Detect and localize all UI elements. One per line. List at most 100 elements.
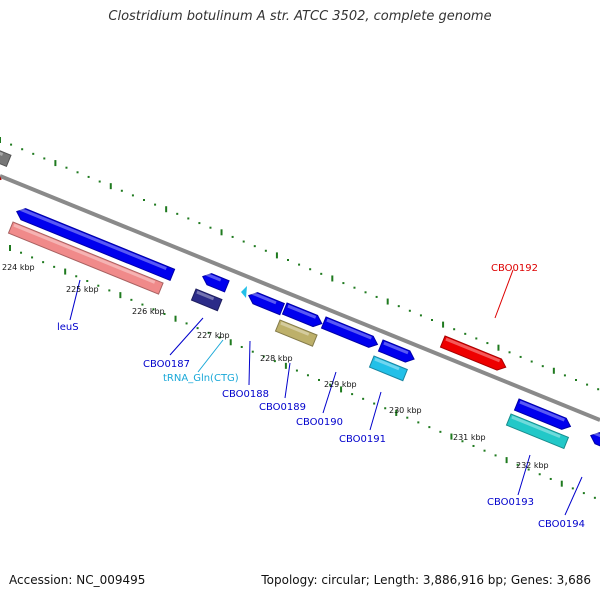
tick-mark-inner (571, 487, 574, 490)
tick-mark-outer (375, 295, 378, 298)
tick-mark-outer (231, 235, 234, 238)
gene-CBO0187-shine (205, 272, 222, 282)
leader-CBO0189 (284, 362, 291, 399)
gene-label: CBO0193 (487, 497, 534, 508)
tick-mark-outer (552, 367, 555, 374)
gene-CBO0189-olive (274, 319, 318, 347)
gene-CBO0193-teal (505, 413, 570, 450)
gene-CBO0190 (320, 316, 379, 348)
tick-mark-outer (98, 180, 101, 183)
tick-mark-outer (597, 388, 600, 391)
kbp-label: 232 kbp (516, 461, 549, 470)
tick-mark-outer (353, 286, 356, 289)
gene-CBO0191-cyan (368, 355, 408, 382)
tick-mark-inner (406, 416, 409, 419)
tick-mark-outer (165, 206, 168, 213)
leader-CBO0190 (322, 371, 337, 414)
tick-mark-inner (373, 402, 376, 405)
tick-mark-inner (428, 426, 431, 429)
tick-marks (0, 137, 600, 499)
tick-mark-inner (351, 393, 354, 396)
tick-mark-outer (264, 249, 267, 252)
gene-labels: leuS CBO0187 tRNA_Gln(CTG) CBO0188 CBO0189 CB… (57, 263, 585, 530)
tick-mark-outer (575, 379, 577, 381)
kbp-label: 227 kbp (197, 331, 230, 340)
leader-CBO0192 (494, 269, 514, 319)
tick-mark-outer (65, 166, 68, 169)
gene-gray-left (0, 149, 12, 168)
tick-mark-inner (185, 322, 188, 325)
tick-mark-outer (519, 355, 522, 358)
tick-mark-inner (384, 407, 387, 410)
gene-leuS-blue-body (16, 208, 176, 282)
gene-CBO0194-shine (593, 431, 600, 439)
tick-mark-outer (364, 291, 367, 294)
tick-mark-outer (475, 337, 478, 340)
tick-mark-outer (120, 189, 123, 192)
genome-summary-text: Topology: circular; Length: 3,886,916 bp… (261, 573, 591, 587)
gene-label: CBO0194 (538, 519, 585, 530)
gene-CBO0187-navy (190, 288, 223, 312)
leader-leuS (69, 279, 81, 321)
gene-label: tRNA_Gln(CTG) (163, 373, 239, 384)
gene-CBO0189-shine (287, 304, 317, 319)
tick-mark-outer (209, 226, 212, 229)
tick-mark-inner (42, 261, 45, 264)
tick-mark-inner (9, 245, 11, 251)
kbp-label: 230 kbp (389, 406, 422, 415)
tick-mark-outer (220, 229, 223, 236)
gene-CBO0188-body (248, 292, 285, 316)
tick-mark-inner (119, 292, 122, 299)
gene-CBO0193 (513, 398, 572, 430)
tick-mark-outer (154, 203, 157, 206)
tick-mark-inner (439, 430, 442, 433)
gene-CBO0187-navy-body (190, 288, 223, 312)
tick-mark-outer (342, 282, 345, 285)
tick-mark-outer (287, 259, 289, 261)
gene-leuS-blue (16, 207, 176, 282)
tick-mark-outer (453, 328, 456, 331)
tick-mark-outer (320, 272, 323, 275)
tick-mark-inner (450, 433, 453, 440)
gene-CBO0194-body (590, 432, 600, 450)
tick-mark-outer (10, 143, 13, 146)
gene-CBO0189-olive-body (274, 319, 318, 347)
tick-mark-inner (53, 265, 56, 268)
gene-gray-left-body (0, 149, 12, 168)
gene-CBO0190-shine (326, 318, 372, 340)
tick-mark-outer (187, 217, 190, 220)
tick-mark-inner (395, 409, 398, 416)
gene-label: CBO0192 (491, 263, 538, 274)
gene-features (0, 149, 600, 450)
tick-mark-inner (163, 312, 166, 315)
tick-mark-inner (284, 362, 287, 369)
tick-mark-outer (431, 319, 433, 321)
tick-mark-outer (54, 160, 57, 167)
gene-CBO0187 (202, 272, 230, 293)
kbp-label: 231 kbp (453, 433, 486, 442)
tick-mark-inner (130, 298, 133, 301)
tick-mark-outer (21, 148, 24, 151)
tick-mark-inner (417, 421, 420, 424)
tick-mark-inner (218, 336, 221, 339)
tick-mark-outer (508, 351, 511, 354)
gene-CBO0193-teal-shine (511, 415, 561, 439)
tick-mark-inner (329, 383, 332, 386)
gene-gray-left-shine (0, 151, 4, 156)
tick-mark-outer (253, 245, 256, 248)
kbp-label: 229 kbp (324, 380, 357, 389)
kbp-label: 228 kbp (260, 354, 293, 363)
tick-mark-inner (75, 275, 78, 278)
leader-CBO0193 (517, 454, 531, 496)
tick-mark-inner (516, 463, 519, 466)
trna-gln-marker (241, 286, 247, 298)
tick-mark-inner (593, 496, 596, 499)
gene-CBO0191-cyan-shine (374, 357, 400, 371)
gene-CBO0189 (281, 302, 323, 328)
kbp-labels: 224 kbp 225 kbp 226 kbp 227 kbp 228 kbp 229 k… (2, 263, 549, 470)
gene-CBO0194 (590, 431, 600, 450)
tick-mark-inner (317, 378, 320, 381)
tick-mark-outer (408, 309, 411, 312)
tick-mark-inner (505, 457, 508, 464)
